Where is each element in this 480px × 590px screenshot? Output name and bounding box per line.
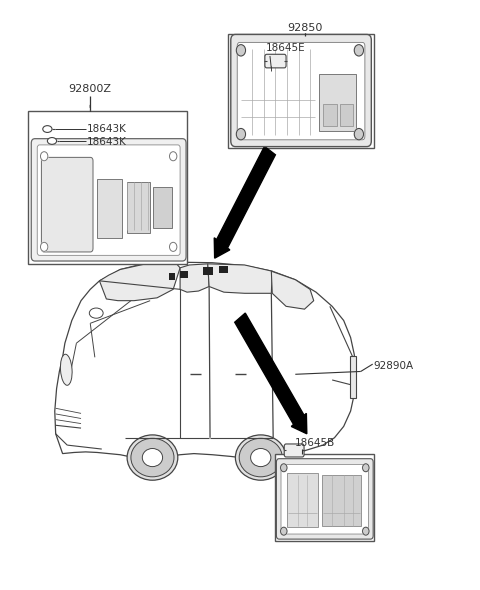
Text: 92850: 92850 bbox=[287, 23, 322, 33]
Circle shape bbox=[236, 45, 246, 56]
Bar bbox=[323, 104, 337, 126]
Text: 18643K: 18643K bbox=[87, 124, 127, 134]
Bar bbox=[219, 266, 228, 274]
Polygon shape bbox=[271, 271, 314, 309]
Circle shape bbox=[354, 129, 363, 140]
Circle shape bbox=[280, 464, 287, 472]
Ellipse shape bbox=[43, 126, 52, 132]
Circle shape bbox=[280, 527, 287, 535]
Ellipse shape bbox=[127, 435, 178, 480]
FancyBboxPatch shape bbox=[284, 444, 304, 457]
FancyBboxPatch shape bbox=[276, 458, 373, 539]
Text: 92800Z: 92800Z bbox=[69, 84, 112, 94]
FancyBboxPatch shape bbox=[231, 34, 372, 146]
Ellipse shape bbox=[142, 448, 163, 467]
Ellipse shape bbox=[239, 438, 282, 477]
Ellipse shape bbox=[131, 438, 174, 477]
Circle shape bbox=[40, 152, 48, 160]
Text: 18645E: 18645E bbox=[265, 42, 305, 53]
Circle shape bbox=[362, 527, 369, 535]
Ellipse shape bbox=[48, 137, 57, 145]
Bar bbox=[28, 111, 187, 264]
Circle shape bbox=[354, 45, 363, 56]
FancyArrow shape bbox=[235, 313, 307, 434]
FancyBboxPatch shape bbox=[281, 464, 369, 534]
Polygon shape bbox=[55, 262, 355, 458]
Bar bbox=[322, 475, 361, 526]
FancyBboxPatch shape bbox=[31, 139, 186, 261]
Text: 18643K: 18643K bbox=[87, 137, 127, 147]
Ellipse shape bbox=[60, 354, 72, 385]
FancyBboxPatch shape bbox=[41, 158, 93, 252]
Ellipse shape bbox=[235, 435, 286, 480]
FancyBboxPatch shape bbox=[37, 145, 180, 255]
Bar bbox=[97, 179, 122, 238]
Bar bbox=[349, 356, 356, 398]
Bar bbox=[275, 454, 373, 542]
Polygon shape bbox=[180, 264, 209, 292]
Bar bbox=[154, 188, 172, 228]
Circle shape bbox=[40, 242, 48, 251]
Circle shape bbox=[169, 152, 177, 160]
Polygon shape bbox=[208, 264, 272, 293]
Circle shape bbox=[362, 464, 369, 472]
Text: 92890A: 92890A bbox=[373, 361, 414, 371]
Bar bbox=[168, 273, 176, 280]
FancyBboxPatch shape bbox=[265, 54, 286, 68]
Bar bbox=[287, 473, 318, 527]
Bar bbox=[340, 104, 353, 126]
Bar bbox=[180, 271, 188, 278]
Text: 18645B: 18645B bbox=[294, 438, 335, 448]
Bar bbox=[319, 74, 356, 131]
Bar bbox=[203, 267, 213, 275]
FancyBboxPatch shape bbox=[237, 42, 365, 140]
Ellipse shape bbox=[251, 448, 271, 467]
FancyArrow shape bbox=[214, 146, 276, 258]
Circle shape bbox=[169, 242, 177, 251]
Polygon shape bbox=[99, 263, 180, 301]
Bar bbox=[228, 34, 373, 148]
Bar bbox=[127, 182, 150, 232]
Circle shape bbox=[236, 129, 246, 140]
Ellipse shape bbox=[89, 308, 103, 318]
